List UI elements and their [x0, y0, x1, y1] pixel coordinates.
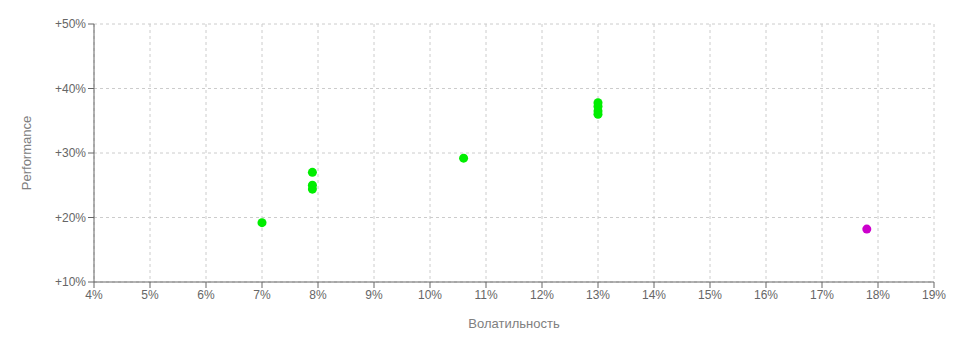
svg-text:19%: 19% — [922, 288, 946, 302]
svg-text:+10%: +10% — [55, 275, 86, 289]
svg-text:12%: 12% — [530, 288, 554, 302]
svg-text:9%: 9% — [365, 288, 383, 302]
svg-text:17%: 17% — [810, 288, 834, 302]
svg-text:16%: 16% — [754, 288, 778, 302]
svg-text:Performance: Performance — [19, 116, 34, 190]
svg-text:8%: 8% — [309, 288, 327, 302]
svg-text:7%: 7% — [253, 288, 271, 302]
svg-text:6%: 6% — [197, 288, 215, 302]
svg-text:11%: 11% — [474, 288, 497, 302]
svg-text:14%: 14% — [642, 288, 666, 302]
svg-text:18%: 18% — [866, 288, 890, 302]
svg-text:+50%: +50% — [55, 17, 86, 31]
svg-text:+40%: +40% — [55, 82, 86, 96]
svg-text:5%: 5% — [141, 288, 159, 302]
svg-text:4%: 4% — [85, 288, 103, 302]
svg-text:+20%: +20% — [55, 211, 86, 225]
svg-text:Волатильность: Волатильность — [468, 316, 560, 331]
svg-text:10%: 10% — [418, 288, 442, 302]
svg-text:15%: 15% — [698, 288, 722, 302]
svg-text:13%: 13% — [586, 288, 610, 302]
svg-text:+30%: +30% — [55, 146, 86, 160]
